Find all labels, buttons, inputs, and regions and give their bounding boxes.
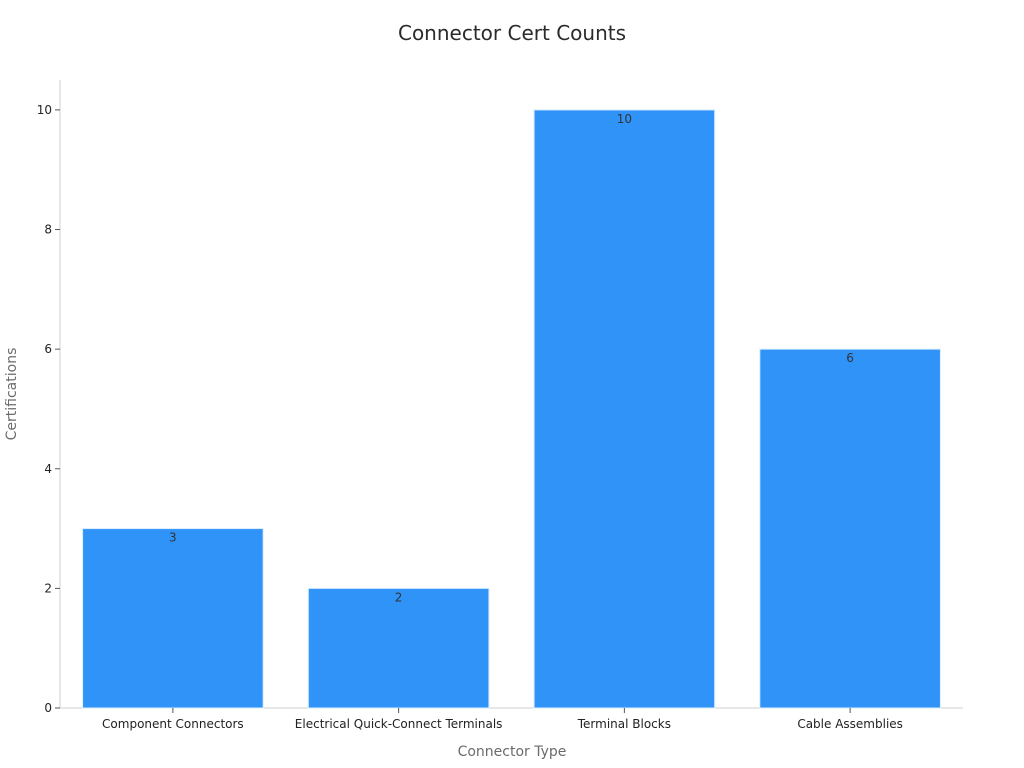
y-tick-label-2: 2 [44, 581, 52, 595]
x-tick-label-2: Electrical Quick-Connect Terminals [295, 717, 503, 731]
data-label-1: 3 [169, 531, 177, 545]
y-axis-title: Certifications [4, 348, 20, 441]
x-tick-label-1: Component Connectors [102, 717, 244, 731]
bar-1 [82, 528, 264, 709]
x-tick-label-4: Cable Assemblies [797, 717, 903, 731]
data-label-3: 10 [617, 112, 632, 126]
x-tick-label-3: Terminal Blocks [577, 717, 671, 731]
x-axis-title: Connector Type [458, 744, 567, 760]
chart-title: Connector Cert Counts [398, 21, 626, 45]
bar-2 [307, 587, 490, 709]
y-tick-label-6: 6 [44, 342, 52, 356]
bar-3 [533, 109, 716, 709]
data-labels: 3 2 10 6 [169, 112, 854, 604]
y-axis-ticks: 0 2 4 6 8 10 [37, 103, 60, 715]
bar-4 [759, 348, 941, 709]
y-tick-label-4: 4 [44, 462, 52, 476]
y-tick-label-10: 10 [37, 103, 52, 117]
bar-series [82, 109, 941, 709]
y-tick-label-8: 8 [44, 223, 52, 237]
y-tick-label-0: 0 [44, 701, 52, 715]
data-label-2: 2 [395, 590, 403, 604]
data-label-4: 6 [846, 351, 854, 365]
x-axis-ticks: Component Connectors Electrical Quick-Con… [102, 708, 903, 731]
